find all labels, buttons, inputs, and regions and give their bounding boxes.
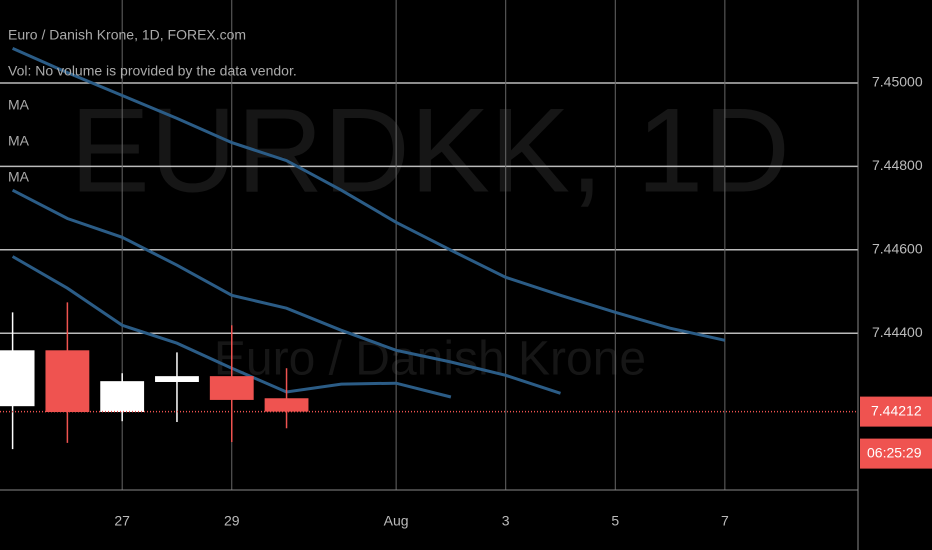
x-tick-label: 5: [611, 513, 619, 529]
x-tick-label: 7: [721, 513, 729, 529]
ma-line: [11, 47, 726, 342]
y-tick-label: 7.44800: [872, 157, 923, 173]
x-tick-label: 27: [114, 513, 130, 529]
candle-body: [209, 376, 254, 400]
y-tick-label: 7.44600: [872, 240, 923, 256]
candle-body: [0, 350, 35, 407]
ma-line: [11, 188, 561, 395]
candle-body: [45, 350, 90, 413]
legend-entry: MA: [8, 169, 30, 185]
chart-title: Euro / Danish Krone, 1D, FOREX.com: [8, 27, 246, 43]
last-price-label: 7.44212: [871, 402, 922, 418]
countdown-label: 06:25:29: [867, 444, 922, 460]
candle-body: [100, 381, 145, 413]
subtitle: Vol: No volume is provided by the data v…: [8, 63, 297, 79]
y-tick-label: 7.44400: [872, 324, 923, 340]
last-price-box: [860, 396, 932, 427]
y-tick-label: 7.45000: [872, 74, 923, 90]
watermark-subtitle: Euro / Danish Krone: [214, 333, 646, 386]
candle-body: [155, 376, 199, 382]
watermark: EURDKK, 1D: [70, 84, 790, 218]
x-tick-label: Aug: [384, 513, 409, 529]
plot: [0, 0, 858, 490]
countdown-box: [860, 438, 932, 469]
x-tick-label: 29: [224, 513, 240, 529]
legend-entry: MA: [8, 97, 30, 113]
candle-body: [264, 398, 309, 412]
legend-entry: MA: [8, 133, 30, 149]
x-tick-label: 3: [502, 513, 510, 529]
